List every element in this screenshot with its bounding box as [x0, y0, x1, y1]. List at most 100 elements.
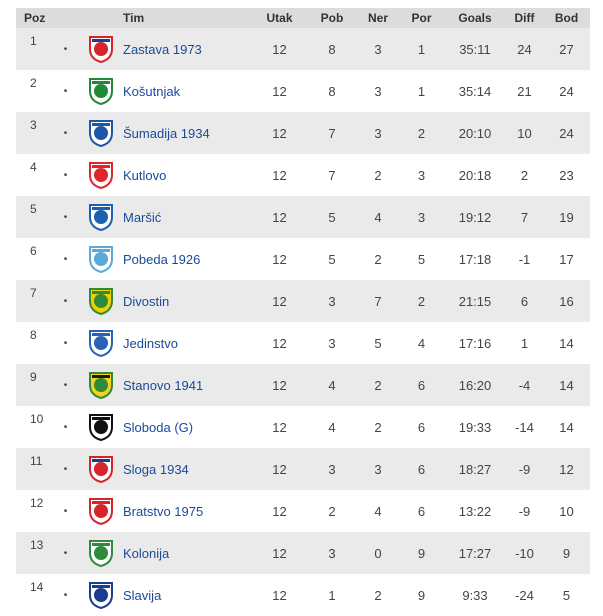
team-name-link[interactable]: Slavija [123, 587, 162, 603]
kosutnjak-crest-icon [88, 78, 113, 105]
diff-cell: 21 [517, 83, 532, 99]
table-row: 13 • Kolonija 12 3 0 9 17:27 -10 9 [16, 532, 590, 574]
position-cell: 11 [30, 454, 43, 468]
diff-cell: 7 [520, 209, 529, 225]
utak-cell: 12 [272, 125, 287, 141]
header-diff[interactable]: Diff [514, 11, 535, 25]
ner-cell: 2 [374, 377, 382, 393]
team-name-cell[interactable]: Pobeda 1926 [123, 238, 252, 280]
por-cell: 3 [417, 209, 426, 225]
diff-cell: -9 [518, 461, 531, 477]
team-name-cell[interactable]: Divostin [123, 280, 252, 322]
ner-cell: 2 [374, 419, 382, 435]
team-name-link[interactable]: Zastava 1973 [123, 41, 202, 57]
bratstvo-crest-icon [88, 498, 113, 525]
team-name-cell[interactable]: Košutnjak [123, 70, 252, 112]
team-name-link[interactable]: Bratstvo 1975 [123, 503, 204, 519]
team-name-cell[interactable]: Šumadija 1934 [123, 112, 252, 154]
team-name-cell[interactable]: Maršić [123, 196, 252, 238]
team-name-link[interactable]: Jedinstvo [123, 335, 178, 351]
por-cell: 4 [417, 335, 426, 351]
header-goals[interactable]: Goals [458, 11, 492, 25]
ner-cell: 7 [374, 293, 382, 309]
stanovo-crest-icon [88, 372, 113, 399]
team-name-cell[interactable]: Kolonija [123, 532, 252, 574]
position-cell: 4 [30, 160, 37, 174]
header-ner[interactable]: Ner [367, 11, 388, 25]
diff-cell: -14 [515, 419, 534, 435]
table-row: 3 • Šumadija 1934 12 7 3 2 20:10 10 24 [16, 112, 590, 154]
goals-cell: 19:12 [458, 209, 492, 225]
ner-cell: 3 [374, 125, 382, 141]
pob-cell: 4 [328, 419, 336, 435]
bod-cell: 24 [559, 83, 574, 99]
table-row: 12 • Bratstvo 1975 12 2 4 6 13:22 -9 10 [16, 490, 590, 532]
position-cell: 2 [30, 76, 37, 90]
pob-cell: 3 [328, 545, 336, 561]
bod-cell: 24 [559, 125, 574, 141]
team-name-cell[interactable]: Jedinstvo [123, 322, 252, 364]
divostin-crest-icon [88, 288, 113, 315]
goals-cell: 17:16 [458, 335, 492, 351]
pob-cell: 5 [328, 209, 336, 225]
ner-cell: 0 [374, 545, 382, 561]
header-utak[interactable]: Utak [266, 11, 293, 25]
jedinstvo-crest-icon [88, 330, 113, 357]
team-name-link[interactable]: Sloga 1934 [123, 461, 189, 477]
utak-cell: 12 [272, 503, 287, 519]
team-name-link[interactable]: Šumadija 1934 [123, 125, 210, 141]
position-cell: 14 [30, 580, 44, 594]
team-name-link[interactable]: Sloboda (G) [123, 419, 194, 435]
pob-cell: 3 [328, 335, 336, 351]
goals-cell: 13:22 [458, 503, 492, 519]
team-name-cell[interactable]: Sloboda (G) [123, 406, 252, 448]
por-cell: 6 [417, 419, 426, 435]
zastava-crest-icon [88, 36, 113, 63]
bullet-cell: • [63, 589, 68, 601]
bullet-cell: • [63, 547, 68, 559]
sumadija-crest-icon [88, 120, 113, 147]
header-poz[interactable]: Poz [24, 11, 46, 25]
team-name-cell[interactable]: Sloga 1934 [123, 448, 252, 490]
utak-cell: 12 [272, 41, 287, 57]
bullet-cell: • [63, 337, 68, 349]
team-name-cell[interactable]: Kutlovo [123, 154, 252, 196]
team-name-link[interactable]: Pobeda 1926 [123, 251, 201, 267]
bod-cell: 23 [559, 167, 574, 183]
header-pob[interactable]: Pob [320, 11, 344, 25]
team-name-cell[interactable]: Bratstvo 1975 [123, 490, 252, 532]
goals-cell: 35:14 [458, 83, 492, 99]
header-tim[interactable]: Tim [123, 11, 145, 25]
pob-cell: 3 [328, 461, 336, 477]
team-name-link[interactable]: Košutnjak [123, 83, 181, 99]
header-bod[interactable]: Bod [554, 11, 579, 25]
utak-cell: 12 [272, 419, 287, 435]
kolonija-crest-icon [88, 540, 113, 567]
team-name-link[interactable]: Kolonija [123, 545, 170, 561]
team-name-link[interactable]: Stanovo 1941 [123, 377, 204, 393]
team-name-link[interactable]: Divostin [123, 293, 170, 309]
utak-cell: 12 [272, 83, 287, 99]
bullet-cell: • [63, 421, 68, 433]
bod-cell: 5 [562, 587, 571, 603]
team-name-link[interactable]: Kutlovo [123, 167, 167, 183]
team-logo-cell [78, 280, 123, 322]
team-name-cell[interactable]: Slavija [123, 574, 252, 616]
ner-cell: 4 [374, 209, 382, 225]
header-por[interactable]: Por [411, 11, 432, 25]
team-name-link[interactable]: Maršić [123, 209, 162, 225]
header-bullet-spacer [53, 8, 78, 28]
diff-cell: 2 [520, 167, 529, 183]
header-logo-spacer [78, 8, 123, 28]
team-logo-cell [78, 574, 123, 616]
table-row: 5 • Maršić 12 5 4 3 19:12 7 19 [16, 196, 590, 238]
team-name-cell[interactable]: Stanovo 1941 [123, 364, 252, 406]
team-logo-cell [78, 532, 123, 574]
por-cell: 5 [417, 251, 426, 267]
por-cell: 6 [417, 377, 426, 393]
por-cell: 9 [417, 545, 426, 561]
goals-cell: 20:18 [458, 167, 492, 183]
team-name-cell[interactable]: Zastava 1973 [123, 28, 252, 70]
bod-cell: 10 [559, 503, 574, 519]
goals-cell: 17:18 [458, 251, 492, 267]
